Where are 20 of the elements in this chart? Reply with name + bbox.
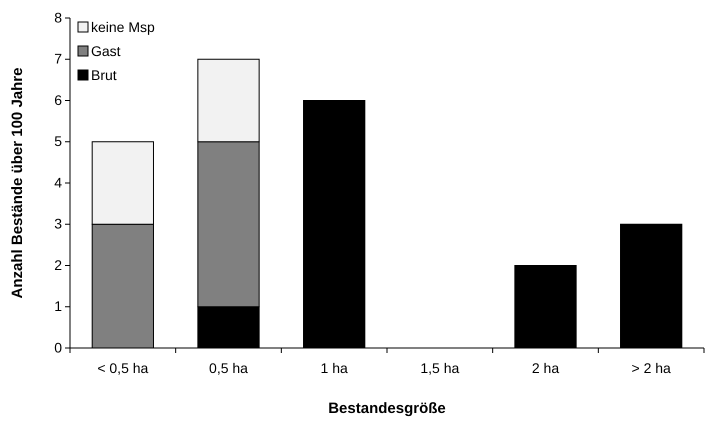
y-tick-label: 4: [54, 174, 62, 190]
y-tick-label: 1: [54, 298, 62, 314]
x-tick-label: 1,5 ha: [420, 360, 460, 376]
y-tick-label: 2: [54, 256, 62, 273]
x-tick-label: > 2 ha: [632, 360, 672, 376]
y-tick-label: 8: [54, 9, 62, 26]
x-tick-label: 1 ha: [320, 360, 348, 376]
y-tick-label: 6: [54, 92, 62, 108]
x-tick-label: 2 ha: [532, 360, 560, 376]
x-axis-title: Bestandesgröße: [328, 400, 446, 417]
y-axis-title: Anzahl Bestände über 100 Jahre: [9, 68, 26, 298]
legend-label: Gast: [91, 43, 121, 59]
y-tick-label: 3: [54, 216, 62, 232]
y-tick-label: 0: [54, 339, 62, 356]
x-tick-label: 0,5 ha: [209, 360, 248, 376]
legend-label: Brut: [91, 67, 117, 83]
y-tick-label: 7: [54, 50, 62, 67]
legend-label: keine Msp: [91, 19, 156, 35]
x-tick-label: < 0,5 ha: [97, 360, 149, 376]
y-tick-label: 5: [54, 133, 62, 150]
